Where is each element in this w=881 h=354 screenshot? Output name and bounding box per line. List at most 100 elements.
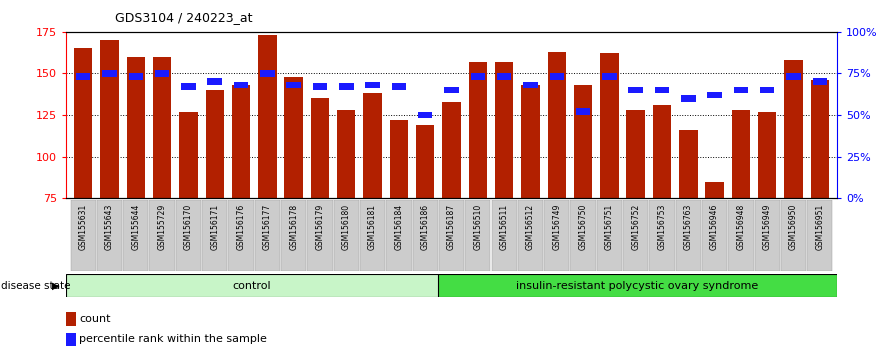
FancyBboxPatch shape xyxy=(360,200,385,271)
Bar xyxy=(389,120,408,198)
Bar xyxy=(76,74,91,80)
Bar xyxy=(495,62,514,198)
Bar xyxy=(285,77,303,198)
Text: GSM156750: GSM156750 xyxy=(579,204,588,250)
FancyBboxPatch shape xyxy=(307,200,333,271)
Bar xyxy=(576,108,590,115)
FancyBboxPatch shape xyxy=(729,200,753,271)
Bar xyxy=(442,102,461,198)
Text: GSM156749: GSM156749 xyxy=(552,204,561,250)
Bar xyxy=(181,84,196,90)
Bar xyxy=(155,70,169,77)
FancyBboxPatch shape xyxy=(439,200,464,271)
Text: GSM155631: GSM155631 xyxy=(78,204,88,250)
FancyBboxPatch shape xyxy=(255,200,280,271)
FancyBboxPatch shape xyxy=(123,200,148,271)
Bar xyxy=(311,98,329,198)
FancyBboxPatch shape xyxy=(702,200,727,271)
Bar xyxy=(129,74,143,80)
Bar xyxy=(100,40,119,198)
Text: GSM156177: GSM156177 xyxy=(263,204,272,250)
Bar xyxy=(758,112,776,198)
Text: ▶: ▶ xyxy=(52,281,60,291)
FancyBboxPatch shape xyxy=(518,200,543,271)
Text: GSM156178: GSM156178 xyxy=(289,204,298,250)
Bar xyxy=(258,35,277,198)
Bar xyxy=(784,60,803,198)
Bar xyxy=(497,74,511,80)
Text: GSM156180: GSM156180 xyxy=(342,204,351,250)
Text: GSM156763: GSM156763 xyxy=(684,204,692,250)
FancyBboxPatch shape xyxy=(570,200,596,271)
FancyBboxPatch shape xyxy=(755,200,780,271)
Text: GSM156181: GSM156181 xyxy=(368,204,377,250)
FancyBboxPatch shape xyxy=(97,200,122,271)
Bar xyxy=(337,110,355,198)
Bar xyxy=(812,79,827,85)
FancyBboxPatch shape xyxy=(228,200,254,271)
Text: insulin-resistant polycystic ovary syndrome: insulin-resistant polycystic ovary syndr… xyxy=(516,281,759,291)
Bar xyxy=(438,274,837,297)
Text: disease state: disease state xyxy=(1,281,70,291)
Bar xyxy=(153,57,171,198)
Text: GSM156949: GSM156949 xyxy=(763,204,772,250)
Text: GSM155644: GSM155644 xyxy=(131,204,140,250)
Text: GSM156171: GSM156171 xyxy=(211,204,219,250)
FancyBboxPatch shape xyxy=(676,200,701,271)
Text: GSM156179: GSM156179 xyxy=(315,204,324,250)
Text: GSM156951: GSM156951 xyxy=(815,204,825,250)
Bar xyxy=(74,48,93,198)
Text: GSM156752: GSM156752 xyxy=(631,204,640,250)
Text: GSM156184: GSM156184 xyxy=(395,204,403,250)
Text: GSM156170: GSM156170 xyxy=(184,204,193,250)
Bar xyxy=(732,110,750,198)
FancyBboxPatch shape xyxy=(544,200,569,271)
Bar xyxy=(416,125,434,198)
Bar xyxy=(470,74,485,80)
Bar xyxy=(787,74,801,80)
Bar xyxy=(602,74,617,80)
Text: GDS3104 / 240223_at: GDS3104 / 240223_at xyxy=(115,11,252,24)
FancyBboxPatch shape xyxy=(202,200,227,271)
Bar xyxy=(366,82,380,88)
Bar xyxy=(811,80,829,198)
Bar xyxy=(66,333,76,346)
Text: count: count xyxy=(79,314,111,324)
Bar xyxy=(363,93,381,198)
Bar xyxy=(760,87,774,93)
FancyBboxPatch shape xyxy=(465,200,491,271)
Bar xyxy=(127,57,145,198)
Bar xyxy=(653,105,671,198)
Bar xyxy=(260,70,275,77)
Bar xyxy=(522,85,540,198)
Bar xyxy=(681,95,695,102)
Bar xyxy=(392,84,406,90)
Text: GSM156948: GSM156948 xyxy=(737,204,745,250)
Bar xyxy=(706,182,724,198)
Bar xyxy=(444,87,459,93)
Bar xyxy=(102,70,116,77)
Bar xyxy=(679,130,698,198)
Bar xyxy=(628,87,643,93)
Text: control: control xyxy=(233,281,271,291)
Text: GSM155643: GSM155643 xyxy=(105,204,114,250)
Bar xyxy=(286,82,301,88)
FancyBboxPatch shape xyxy=(781,200,806,271)
FancyBboxPatch shape xyxy=(412,200,438,271)
Bar xyxy=(626,110,645,198)
FancyBboxPatch shape xyxy=(807,200,833,271)
FancyBboxPatch shape xyxy=(492,200,517,271)
Bar xyxy=(339,84,353,90)
Bar xyxy=(550,74,564,80)
Bar xyxy=(574,85,592,198)
Text: GSM156512: GSM156512 xyxy=(526,204,535,250)
Bar xyxy=(707,92,722,98)
FancyBboxPatch shape xyxy=(386,200,411,271)
Bar xyxy=(205,90,224,198)
FancyBboxPatch shape xyxy=(281,200,307,271)
FancyBboxPatch shape xyxy=(334,200,359,271)
Bar xyxy=(66,312,76,326)
Bar xyxy=(179,112,197,198)
Bar xyxy=(655,87,670,93)
Bar xyxy=(734,87,748,93)
